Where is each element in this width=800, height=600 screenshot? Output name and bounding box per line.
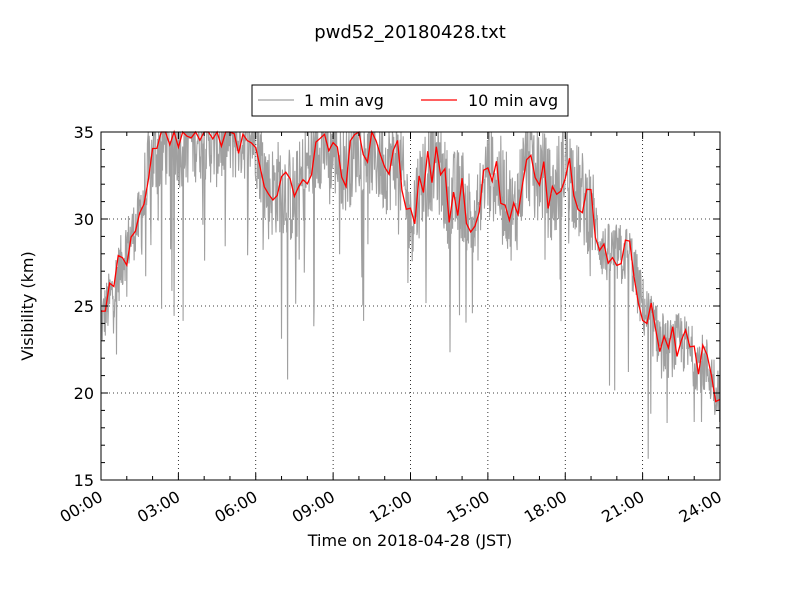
x-tick-label: 24:00 bbox=[676, 487, 725, 527]
y-tick-label: 20 bbox=[74, 384, 94, 403]
legend-box bbox=[251, 84, 569, 117]
legend: 1 min avg 10 min avg bbox=[251, 84, 569, 117]
y-tick-label: 25 bbox=[74, 297, 94, 316]
y-tick-label: 15 bbox=[74, 471, 94, 490]
legend-label-1min: 1 min avg bbox=[304, 91, 384, 110]
y-axis-label: Visibility (km) bbox=[18, 251, 37, 360]
x-tick-label: 21:00 bbox=[598, 487, 647, 527]
y-tick-labels: 15 20 25 30 35 bbox=[74, 123, 94, 490]
chart-title: pwd52_20180428.txt bbox=[314, 22, 506, 43]
grid-lines bbox=[100, 131, 721, 481]
series-1min-avg bbox=[100, 130, 721, 459]
axis-ticks bbox=[100, 131, 721, 481]
x-tick-label: 03:00 bbox=[134, 487, 183, 527]
x-tick-label: 06:00 bbox=[211, 487, 260, 527]
x-tick-label: 12:00 bbox=[366, 487, 415, 527]
x-tick-labels: 00:00 03:00 06:00 09:00 12:00 15:00 18:00 21:00… bbox=[57, 487, 725, 527]
x-axis-label: Time on 2018-04-28 (JST) bbox=[307, 531, 512, 550]
legend-label-10min: 10 min avg bbox=[468, 91, 558, 110]
series-line-1min bbox=[100, 130, 721, 459]
x-tick-label: 15:00 bbox=[443, 487, 492, 527]
y-tick-label: 35 bbox=[74, 123, 94, 142]
x-tick-label: 09:00 bbox=[289, 487, 338, 527]
x-tick-label: 00:00 bbox=[57, 487, 106, 527]
y-tick-label: 30 bbox=[74, 210, 94, 229]
x-tick-label: 18:00 bbox=[521, 487, 570, 527]
